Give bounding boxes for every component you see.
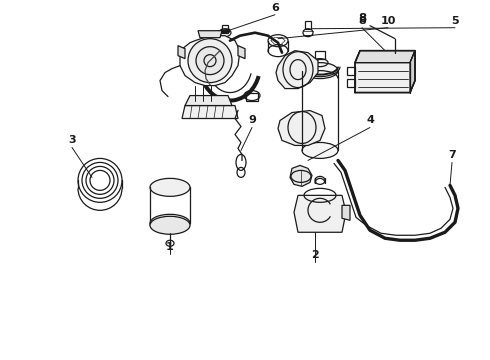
Polygon shape (178, 46, 185, 59)
Text: 4: 4 (366, 116, 374, 126)
Polygon shape (355, 51, 415, 63)
Text: 1: 1 (166, 242, 174, 252)
Text: 7: 7 (448, 150, 456, 161)
Ellipse shape (150, 216, 190, 234)
Ellipse shape (302, 63, 338, 78)
Polygon shape (198, 31, 222, 38)
Text: 8: 8 (358, 16, 366, 26)
Circle shape (196, 47, 224, 75)
Polygon shape (290, 165, 312, 186)
Polygon shape (342, 205, 350, 220)
Polygon shape (278, 111, 325, 145)
Polygon shape (276, 51, 318, 89)
Polygon shape (182, 105, 238, 118)
Text: 10: 10 (380, 16, 396, 26)
Text: 5: 5 (451, 16, 459, 26)
Text: 9: 9 (248, 116, 256, 126)
Text: 3: 3 (68, 135, 76, 145)
Ellipse shape (150, 179, 190, 196)
Polygon shape (294, 195, 346, 232)
Ellipse shape (302, 143, 338, 158)
Bar (246, 93, 258, 100)
Bar (347, 67, 355, 75)
Bar (347, 78, 355, 86)
Polygon shape (410, 51, 415, 93)
Bar (222, 25, 228, 33)
Polygon shape (185, 95, 232, 105)
Bar (305, 21, 311, 29)
Polygon shape (180, 36, 240, 86)
Text: 8: 8 (358, 12, 366, 25)
Polygon shape (238, 46, 245, 59)
Text: 6: 6 (271, 3, 279, 13)
Bar (315, 51, 325, 59)
Polygon shape (355, 51, 415, 93)
Text: 2: 2 (311, 250, 319, 260)
Circle shape (188, 39, 232, 82)
Ellipse shape (150, 214, 190, 232)
